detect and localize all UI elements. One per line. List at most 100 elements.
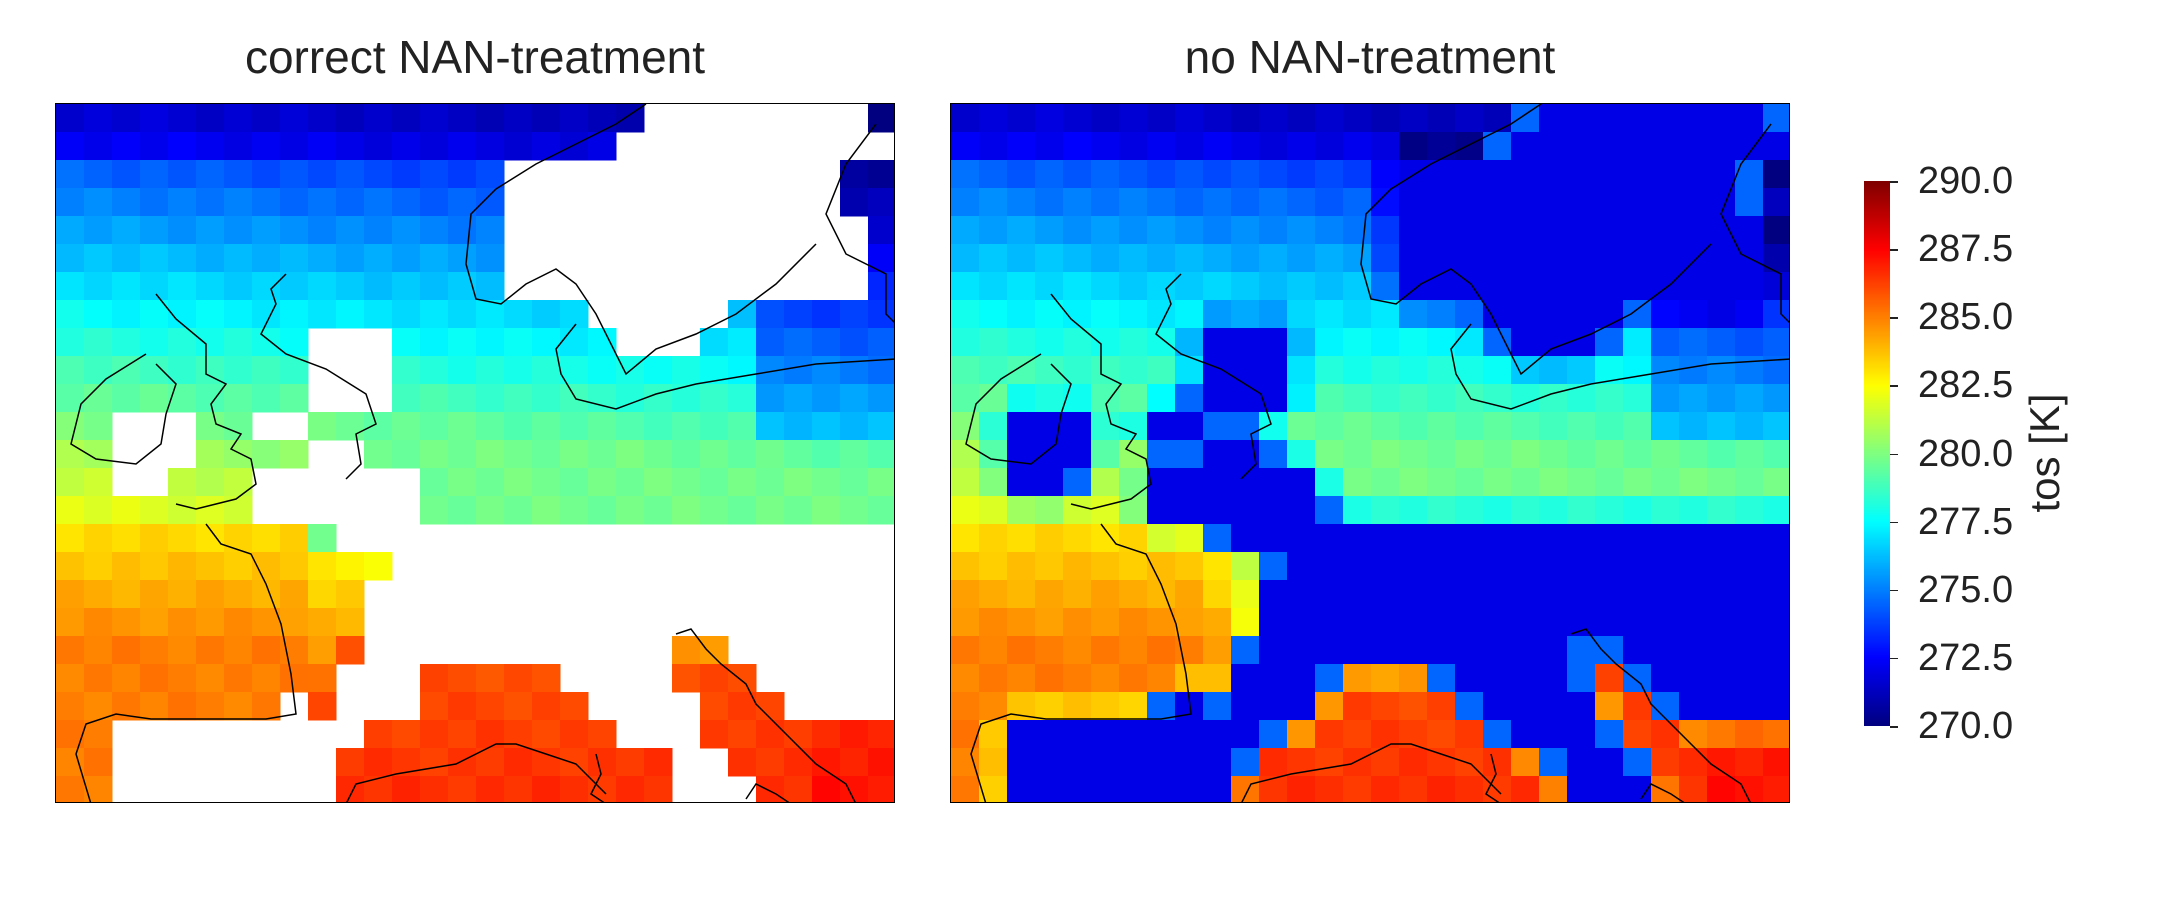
grid-cell <box>951 608 980 637</box>
grid-cell <box>1203 496 1232 525</box>
grid-cell <box>1315 468 1344 497</box>
grid-cell <box>784 356 813 385</box>
grid-cell <box>1763 636 1789 665</box>
grid-cell <box>1007 608 1036 637</box>
grid-cell <box>420 244 449 273</box>
grid-cell <box>196 272 225 301</box>
grid-cell <box>1063 188 1092 217</box>
grid-cell <box>979 272 1008 301</box>
grid-cell <box>951 496 980 525</box>
grid-cell <box>420 692 449 721</box>
grid-cell <box>1567 328 1596 357</box>
grid-cell <box>1595 468 1624 497</box>
grid-cell <box>588 720 617 749</box>
grid-cell <box>1595 104 1624 133</box>
grid-cell <box>1231 272 1260 301</box>
grid-cell <box>336 104 365 133</box>
grid-cell <box>1175 328 1204 357</box>
grid-cell <box>84 272 113 301</box>
grid-cell <box>1287 300 1316 329</box>
grid-cell <box>672 496 701 525</box>
grid-cell <box>1035 244 1064 273</box>
grid-cell <box>224 692 253 721</box>
grid-cell <box>1259 608 1288 637</box>
grid-cell <box>448 188 477 217</box>
grid-cell <box>1007 412 1036 441</box>
grid-cell <box>84 188 113 217</box>
grid-cell <box>1063 776 1092 802</box>
grid-cell <box>1343 188 1372 217</box>
grid-cell <box>140 692 169 721</box>
grid-cell <box>1119 104 1148 133</box>
grid-cell <box>504 664 533 693</box>
grid-cell <box>951 272 980 301</box>
grid-cell <box>1539 244 1568 273</box>
grid-cell <box>1735 552 1764 581</box>
grid-cell <box>700 328 729 357</box>
grid-cell <box>1539 720 1568 749</box>
grid-cell <box>1399 776 1428 802</box>
grid-cell <box>1595 132 1624 161</box>
grid-cell <box>420 748 449 777</box>
grid-cell <box>504 356 533 385</box>
grid-cell <box>1427 328 1456 357</box>
grid-cell <box>1539 272 1568 301</box>
grid-cell <box>1595 188 1624 217</box>
grid-cell <box>1707 328 1736 357</box>
grid-cell <box>196 440 225 469</box>
grid-cell <box>168 468 197 497</box>
grid-cell <box>476 132 505 161</box>
grid-cell <box>1399 608 1428 637</box>
grid-cell <box>1735 440 1764 469</box>
grid-cell <box>1511 608 1540 637</box>
grid-cell <box>1651 580 1680 609</box>
grid-cell <box>1539 748 1568 777</box>
grid-cell <box>1119 636 1148 665</box>
grid-cell <box>336 580 365 609</box>
grid-cell <box>1203 300 1232 329</box>
grid-cell <box>140 664 169 693</box>
grid-cell <box>1343 664 1372 693</box>
grid-cell <box>224 104 253 133</box>
grid-cell <box>1287 468 1316 497</box>
grid-cell <box>1147 244 1176 273</box>
grid-cell <box>1147 384 1176 413</box>
grid-cell <box>1287 664 1316 693</box>
grid-cell <box>1371 244 1400 273</box>
grid-cell <box>168 692 197 721</box>
grid-cell <box>1539 188 1568 217</box>
grid-cell <box>1063 720 1092 749</box>
grid-cell <box>1707 160 1736 189</box>
grid-cell <box>1567 216 1596 245</box>
grid-cell <box>1287 608 1316 637</box>
grid-cell <box>1343 384 1372 413</box>
grid-cell <box>1175 188 1204 217</box>
grid-cell <box>1371 580 1400 609</box>
grid-cell <box>1567 132 1596 161</box>
grid-cell <box>1147 636 1176 665</box>
grid-cell <box>1623 636 1652 665</box>
grid-cell <box>1035 272 1064 301</box>
grid-cell <box>252 160 281 189</box>
grid-cell <box>84 104 113 133</box>
grid-cell <box>1259 720 1288 749</box>
grid-cell <box>476 776 505 802</box>
grid-cell <box>224 132 253 161</box>
grid-cell <box>756 440 785 469</box>
grid-cell <box>112 188 141 217</box>
grid-cell <box>1651 104 1680 133</box>
grid-cell <box>784 300 813 329</box>
grid-cell <box>252 552 281 581</box>
grid-cell <box>224 468 253 497</box>
grid-cell <box>1091 244 1120 273</box>
grid-cell <box>728 440 757 469</box>
grid-cell <box>1175 552 1204 581</box>
grid-cell <box>812 720 841 749</box>
grid-cell <box>868 720 894 749</box>
grid-cell <box>1203 132 1232 161</box>
grid-cell <box>1399 188 1428 217</box>
grid-cell <box>1623 412 1652 441</box>
grid-cell <box>56 356 85 385</box>
grid-cell <box>1567 496 1596 525</box>
grid-cell <box>280 384 309 413</box>
